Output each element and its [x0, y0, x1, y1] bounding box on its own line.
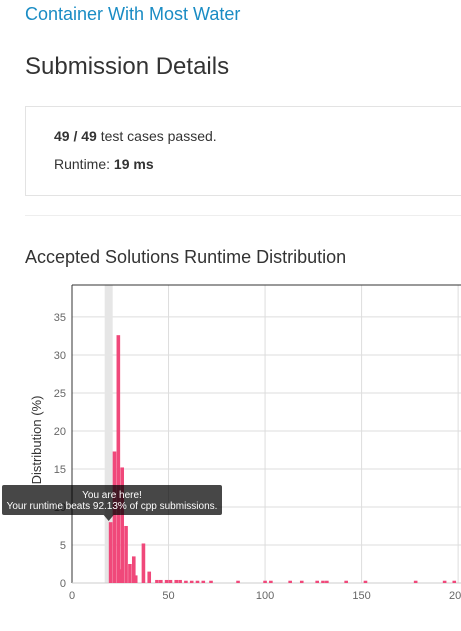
- bar: [263, 580, 267, 583]
- bar: [155, 579, 159, 583]
- bar: [269, 580, 273, 583]
- bar: [363, 580, 368, 583]
- bar: [344, 580, 348, 583]
- bar: [120, 467, 124, 583]
- bar: [128, 563, 132, 583]
- cases-line: 49 / 49 test cases passed.: [54, 128, 217, 144]
- y-tick-label: 20: [54, 426, 66, 438]
- y-tick-label: 25: [54, 388, 66, 400]
- y-tick-label: 5: [60, 540, 66, 552]
- y-tick-label: 35: [54, 312, 66, 324]
- bar: [195, 580, 200, 583]
- bar: [164, 579, 169, 583]
- bar: [133, 575, 138, 583]
- bar: [147, 571, 152, 583]
- bar: [178, 579, 182, 583]
- bar: [413, 580, 418, 583]
- bar: [124, 525, 128, 583]
- tooltip-box: [2, 485, 222, 515]
- bar: [131, 556, 136, 583]
- bar: [315, 580, 319, 583]
- tooltip-text: Your runtime beats 92.13% of cpp submiss…: [7, 501, 218, 512]
- cases-label: test cases passed.: [100, 128, 217, 144]
- runtime-highlight: [104, 285, 113, 583]
- bar: [209, 580, 213, 583]
- x-tick-label: 100: [256, 590, 274, 602]
- bar: [184, 580, 188, 583]
- bar: [108, 522, 113, 583]
- bar: [299, 580, 304, 583]
- result-box: [25, 106, 461, 196]
- bar: [442, 580, 447, 583]
- runtime-line: Runtime: 19 ms: [54, 156, 154, 172]
- bar: [168, 579, 173, 583]
- bar: [325, 580, 329, 583]
- x-tick-label: 200: [449, 590, 461, 602]
- y-tick-label: 30: [54, 350, 66, 362]
- bar: [452, 580, 457, 583]
- page-title: Submission Details: [25, 53, 230, 80]
- bar: [321, 580, 325, 583]
- bar: [141, 543, 146, 583]
- bar: [174, 579, 179, 583]
- cases: 49 / 49: [54, 128, 97, 144]
- bar: [116, 335, 121, 583]
- bar: [288, 580, 292, 583]
- bar: [118, 569, 123, 583]
- y-axis-label: Distribution (%): [29, 396, 44, 485]
- runtime: 19 ms: [113, 156, 154, 172]
- bar: [159, 579, 163, 583]
- runtime-label: Runtime:: [54, 156, 111, 172]
- y-tick-label: 15: [54, 464, 66, 476]
- y-tick-label: 0: [60, 578, 66, 590]
- tooltip-arrow: [103, 515, 114, 521]
- x-tick-label: 150: [352, 590, 370, 602]
- chart-title: Accepted Solutions Runtime Distribution: [25, 247, 347, 267]
- problem-link[interactable]: Container With Most Water: [25, 4, 241, 24]
- x-tick-label: 50: [162, 590, 174, 602]
- bar: [201, 580, 206, 583]
- bar: [112, 451, 117, 583]
- bar: [236, 580, 240, 583]
- divider: [25, 215, 461, 216]
- tooltip-title: You are here!: [82, 490, 142, 501]
- chart: 05101520253035050100150200Distribution (…: [2, 284, 461, 602]
- tooltip: You are here!Your runtime beats 92.13% o…: [2, 485, 222, 521]
- bar: [189, 580, 194, 583]
- x-tick-label: 0: [69, 590, 75, 602]
